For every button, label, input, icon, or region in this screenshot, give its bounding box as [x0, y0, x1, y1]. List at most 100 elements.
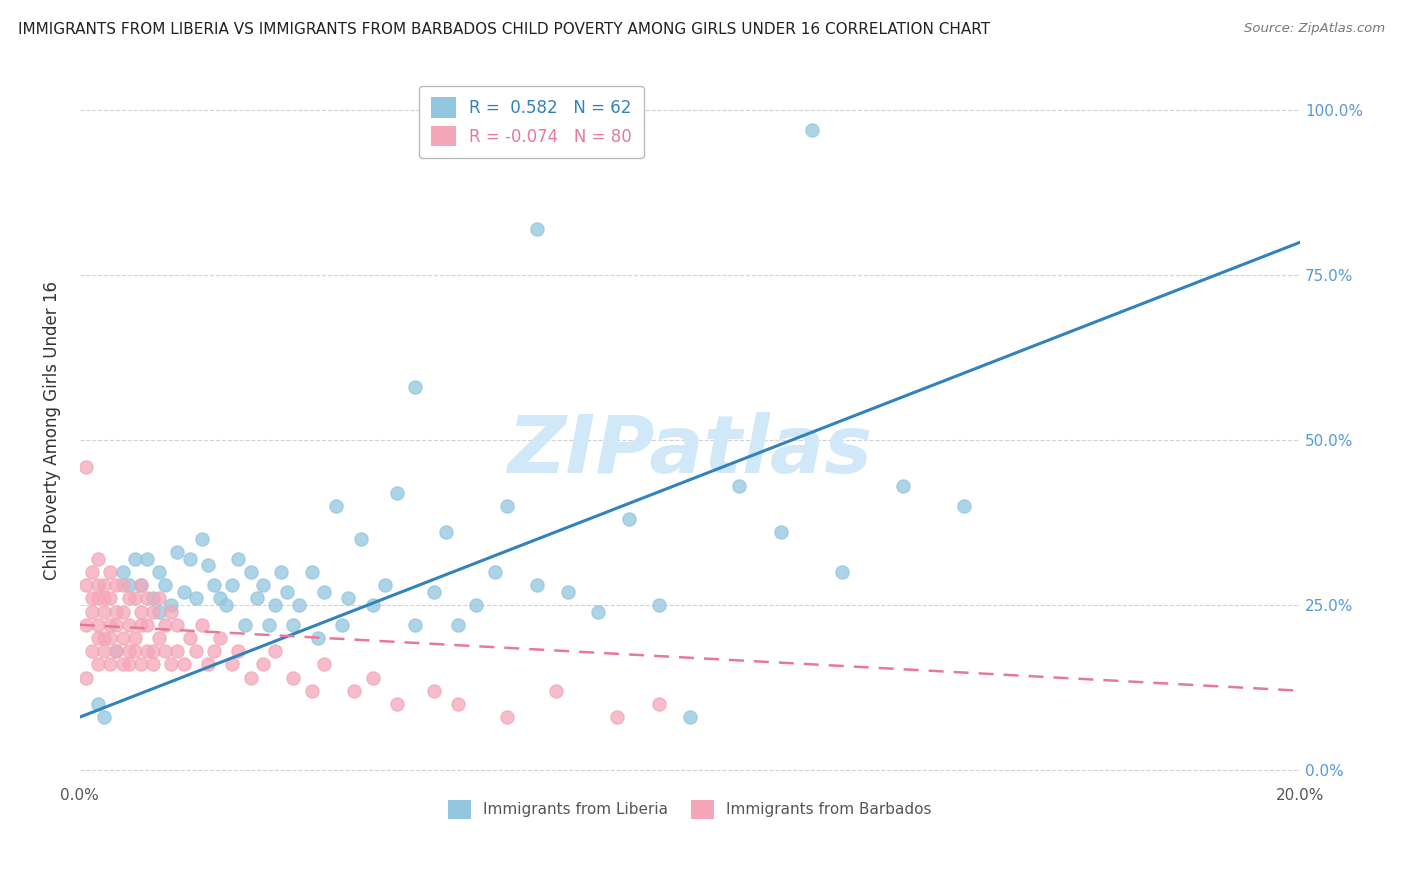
Point [160, 657, 183, 672]
Point [447, 697, 470, 711]
Point [105, 578, 128, 592]
Point [252, 578, 274, 592]
Point [179, 551, 201, 566]
Point [246, 591, 269, 606]
Point [105, 605, 128, 619]
Point [155, 578, 177, 592]
Point [221, 657, 243, 672]
Point [93, 605, 115, 619]
Point [484, 565, 506, 579]
Point [264, 644, 287, 658]
Point [87, 657, 110, 672]
Point [148, 591, 170, 606]
Point [111, 605, 134, 619]
Point [209, 591, 232, 606]
Point [215, 598, 238, 612]
Point [100, 565, 122, 579]
Point [87, 578, 110, 592]
Point [87, 697, 110, 711]
Point [557, 584, 579, 599]
Point [361, 671, 384, 685]
Point [136, 617, 159, 632]
Point [111, 578, 134, 592]
Point [202, 578, 225, 592]
Point [105, 644, 128, 658]
Point [142, 591, 165, 606]
Point [312, 657, 335, 672]
Point [301, 565, 323, 579]
Point [129, 578, 152, 592]
Point [228, 644, 250, 658]
Point [648, 598, 671, 612]
Point [422, 584, 444, 599]
Point [87, 617, 110, 632]
Point [142, 644, 165, 658]
Point [160, 598, 183, 612]
Point [100, 657, 122, 672]
Point [80, 591, 103, 606]
Y-axis label: Child Poverty Among Girls Under 16: Child Poverty Among Girls Under 16 [44, 281, 60, 580]
Point [679, 710, 702, 724]
Point [148, 565, 170, 579]
Point [80, 644, 103, 658]
Text: ZIPatlas: ZIPatlas [508, 412, 873, 491]
Point [93, 644, 115, 658]
Point [526, 578, 548, 592]
Point [276, 584, 298, 599]
Point [75, 617, 97, 632]
Point [87, 591, 110, 606]
Point [349, 532, 371, 546]
Point [544, 683, 567, 698]
Point [197, 558, 219, 573]
Point [118, 617, 141, 632]
Point [118, 657, 141, 672]
Point [606, 710, 628, 724]
Point [124, 644, 146, 658]
Point [148, 631, 170, 645]
Legend: Immigrants from Liberia, Immigrants from Barbados: Immigrants from Liberia, Immigrants from… [441, 794, 938, 825]
Point [325, 499, 347, 513]
Point [111, 565, 134, 579]
Point [105, 644, 128, 658]
Point [184, 644, 207, 658]
Point [118, 578, 141, 592]
Point [191, 617, 214, 632]
Point [166, 644, 188, 658]
Point [233, 617, 256, 632]
Point [770, 525, 793, 540]
Point [288, 598, 311, 612]
Point [124, 631, 146, 645]
Point [343, 683, 366, 698]
Point [100, 617, 122, 632]
Point [166, 545, 188, 559]
Point [197, 657, 219, 672]
Point [252, 657, 274, 672]
Point [118, 644, 141, 658]
Point [270, 565, 292, 579]
Point [404, 380, 426, 394]
Point [142, 657, 165, 672]
Point [239, 565, 262, 579]
Point [312, 584, 335, 599]
Point [179, 631, 201, 645]
Point [124, 591, 146, 606]
Point [239, 671, 262, 685]
Point [75, 671, 97, 685]
Point [87, 551, 110, 566]
Point [465, 598, 488, 612]
Point [800, 123, 823, 137]
Point [221, 578, 243, 592]
Point [173, 657, 195, 672]
Point [202, 644, 225, 658]
Point [588, 605, 610, 619]
Point [129, 605, 152, 619]
Point [160, 605, 183, 619]
Text: Source: ZipAtlas.com: Source: ZipAtlas.com [1244, 22, 1385, 36]
Point [87, 631, 110, 645]
Point [526, 222, 548, 236]
Point [404, 617, 426, 632]
Point [422, 683, 444, 698]
Point [100, 631, 122, 645]
Point [142, 605, 165, 619]
Point [209, 631, 232, 645]
